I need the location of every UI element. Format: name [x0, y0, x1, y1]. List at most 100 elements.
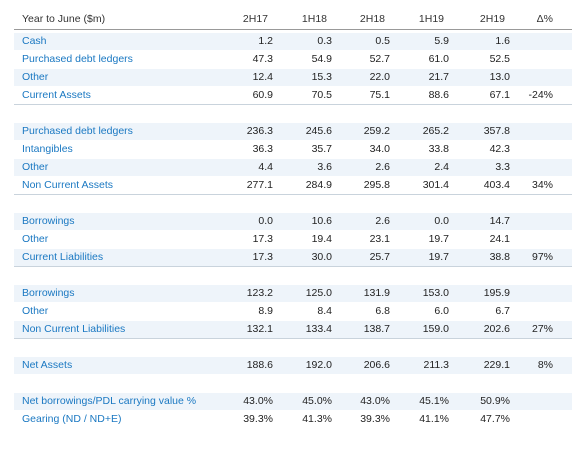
value-cell: 0.5: [375, 35, 390, 47]
value-cell: 19.7: [428, 233, 449, 245]
table-row: Other 17.3 19.4 23.1 19.7 24.1: [14, 231, 572, 248]
value-cell: 21.7: [428, 71, 449, 83]
change-cell: -24%: [528, 89, 553, 101]
value-cell: 60.9: [252, 89, 273, 101]
value-cell: 301.4: [422, 179, 449, 191]
table-row: Intangibles 36.3 35.7 34.0 33.8 42.3: [14, 141, 572, 158]
value-cell: 19.4: [311, 233, 332, 245]
value-cell: 24.1: [489, 233, 510, 245]
value-cell: 43.0%: [243, 395, 273, 407]
row-label: Net borrowings/PDL carrying value %: [22, 395, 197, 407]
value-cell: 50.9%: [480, 395, 510, 407]
value-cell: 22.0: [369, 71, 390, 83]
header-cell: 2H19: [479, 13, 505, 25]
value-cell: 211.3: [423, 359, 450, 371]
table-row: Other 4.4 3.6 2.6 2.4 3.3: [14, 159, 572, 176]
value-cell: 5.9: [434, 35, 449, 47]
value-cell: 132.1: [246, 323, 273, 335]
table-row: Net Assets 188.6 192.0 206.6 211.3 229.1 8%: [14, 357, 572, 374]
value-cell: 41.3%: [302, 413, 332, 425]
value-cell: 39.3%: [360, 413, 390, 425]
value-cell: 23.1: [369, 233, 390, 245]
value-cell: 75.1: [369, 89, 390, 101]
value-cell: 12.4: [252, 71, 273, 83]
row-label: Gearing (ND / ND+E): [22, 413, 122, 425]
value-cell: 6.0: [434, 305, 449, 317]
row-label: Borrowings: [22, 215, 75, 227]
value-cell: 192.0: [305, 359, 332, 371]
value-cell: 202.6: [483, 323, 510, 335]
value-cell: 17.3: [252, 233, 273, 245]
value-cell: 295.8: [363, 179, 390, 191]
change-cell: 34%: [531, 179, 553, 191]
value-cell: 2.6: [375, 215, 390, 227]
value-cell: 38.8: [489, 251, 510, 263]
header-cell: 2H17: [242, 13, 268, 25]
row-label: Net Assets: [22, 359, 73, 371]
table-row: Purchased debt ledgers 47.3 54.9 52.7 61.0 52…: [14, 51, 572, 68]
table-row: Purchased debt ledgers 236.3 245.6 259.2 265…: [14, 123, 572, 140]
change-cell: 8%: [537, 359, 553, 371]
value-cell: 43.0%: [360, 395, 390, 407]
value-cell: 245.6: [305, 125, 332, 137]
value-cell: 70.5: [311, 89, 332, 101]
value-cell: 33.8: [428, 143, 449, 155]
value-cell: 52.7: [369, 53, 390, 65]
value-cell: 277.1: [246, 179, 273, 191]
row-label: Other: [22, 71, 49, 83]
value-cell: 229.1: [483, 359, 510, 371]
table-row: Net borrowings/PDL carrying value % 43.0%…: [14, 393, 572, 410]
value-cell: 15.3: [311, 71, 332, 83]
value-cell: 1.2: [258, 35, 273, 47]
value-cell: 123.2: [246, 287, 273, 299]
value-cell: 41.1%: [419, 413, 449, 425]
value-cell: 2.6: [375, 161, 390, 173]
value-cell: 133.4: [305, 323, 332, 335]
row-label: Non Current Liabilities: [22, 323, 126, 335]
value-cell: 159.0: [422, 323, 449, 335]
value-cell: 188.6: [246, 359, 273, 371]
row-label: Other: [22, 305, 49, 317]
row-label: Current Liabilities: [22, 251, 104, 263]
row-label: Other: [22, 233, 49, 245]
value-cell: 4.4: [258, 161, 273, 173]
value-cell: 14.7: [489, 215, 510, 227]
value-cell: 125.0: [305, 287, 332, 299]
header-cell: 1H18: [301, 13, 327, 25]
row-label: Non Current Assets: [22, 179, 114, 191]
row-label: Other: [22, 161, 49, 173]
row-label: Intangibles: [22, 143, 73, 155]
value-cell: 0.3: [317, 35, 332, 47]
value-cell: 3.6: [317, 161, 332, 173]
table-row: Current Assets 60.9 70.5 75.1 88.6 67.1 -24%: [14, 87, 572, 105]
value-cell: 284.9: [305, 179, 332, 191]
value-cell: 25.7: [369, 251, 390, 263]
value-cell: 259.2: [363, 125, 390, 137]
table-row: Other 8.9 8.4 6.8 6.0 6.7: [14, 303, 572, 320]
value-cell: 153.0: [422, 287, 449, 299]
value-cell: 30.0: [311, 251, 332, 263]
value-cell: 45.0%: [302, 395, 332, 407]
value-cell: 6.7: [495, 305, 510, 317]
value-cell: 131.9: [363, 287, 390, 299]
value-cell: 2.4: [434, 161, 449, 173]
value-cell: 61.0: [428, 53, 449, 65]
row-label: Cash: [22, 35, 47, 47]
header-cell: Δ%: [536, 13, 553, 25]
header-label: Year to June ($m): [22, 13, 106, 25]
value-cell: 3.3: [495, 161, 510, 173]
value-cell: 403.4: [483, 179, 510, 191]
table-row: Borrowings 123.2 125.0 131.9 153.0 195.9: [14, 285, 572, 302]
row-label: Current Assets: [22, 89, 91, 101]
value-cell: 35.7: [311, 143, 332, 155]
value-cell: 0.0: [258, 215, 273, 227]
value-cell: 42.3: [489, 143, 510, 155]
value-cell: 10.6: [311, 215, 332, 227]
change-cell: 97%: [531, 251, 553, 263]
value-cell: 52.5: [489, 53, 510, 65]
value-cell: 17.3: [252, 251, 273, 263]
value-cell: 36.3: [252, 143, 273, 155]
row-label: Borrowings: [22, 287, 75, 299]
table-row: Non Current Assets 277.1 284.9 295.8 301.4 40…: [14, 177, 572, 195]
